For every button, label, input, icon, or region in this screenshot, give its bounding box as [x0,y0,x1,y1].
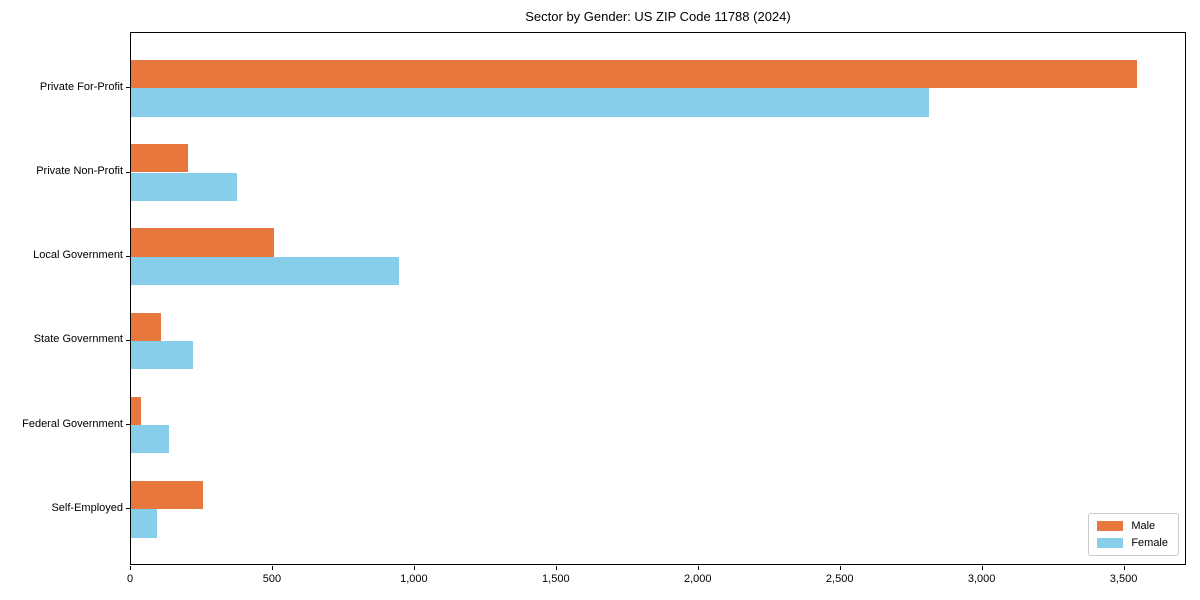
bar-female-private-non-profit [131,172,238,201]
bar-male-federal-government [131,396,141,426]
y-tick-mark [126,171,130,173]
y-tick-mark [126,339,130,341]
y-tick-label: Private For-Profit [39,80,123,93]
legend-item-female: Female [1097,537,1168,549]
y-tick-mark [126,424,130,426]
bar-male-private-non-profit [131,144,188,173]
x-tick-label: 3,000 [967,573,996,585]
bar-male-self-employed [131,480,204,510]
male-series-swatch [1097,521,1124,531]
y-tick-label: State Government [33,333,123,346]
y-tick-mark [126,508,130,510]
x-tick-label: 1,000 [400,573,428,585]
plot-area: Male Female [130,32,1186,565]
x-tick-label: 1,500 [542,573,570,585]
y-tick-mark [126,255,130,257]
bar-male-local-government [131,228,275,257]
x-tick-mark [697,566,699,570]
y-tick-label: Private Non-Profit [36,165,123,177]
legend-label-female: Female [1131,537,1168,549]
x-tick-mark [1123,566,1125,570]
bar-male-state-government [131,312,161,341]
x-tick-mark [839,566,841,570]
x-tick-mark [413,566,415,570]
legend: Male Female [1088,513,1179,556]
y-tick-mark [126,87,130,89]
x-tick-mark [130,566,131,570]
x-tick-label: 3,500 [1109,573,1138,585]
x-tick-mark [271,566,273,570]
bar-female-self-employed [131,509,157,538]
bar-female-private-for-profit [131,88,929,117]
bar-female-federal-government [131,425,170,454]
x-tick-mark [555,566,557,570]
chart-title: Sector by Gender: US ZIP Code 11788 (202… [525,9,791,24]
y-tick-label: Local Government [33,249,123,262]
bar-male-private-for-profit [131,59,1138,89]
y-tick-label: Federal Government [22,417,123,430]
x-tick-label: 500 [262,573,282,585]
x-tick-label: 2,000 [683,573,712,585]
female-series-swatch [1097,538,1124,548]
x-tick-label: 0 [126,573,134,585]
bar-female-state-government [131,340,194,370]
legend-label-male: Male [1131,520,1156,532]
x-tick-label: 2,500 [825,573,854,585]
x-tick-mark [981,566,983,570]
y-tick-label: Self-Employed [51,501,123,514]
legend-item-male: Male [1097,520,1168,532]
bar-female-local-government [131,256,400,286]
